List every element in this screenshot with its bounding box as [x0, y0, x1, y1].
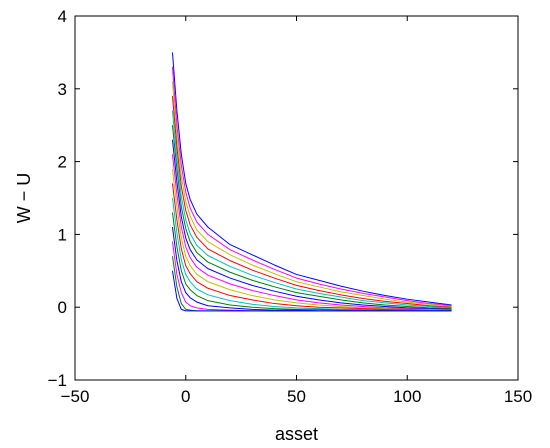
- series-line-1: [171, 52, 452, 306]
- x-tick-label: 150: [504, 387, 532, 406]
- series-layer: [171, 52, 452, 312]
- series-line-2: [171, 66, 452, 307]
- y-tick-label: 2: [58, 153, 67, 172]
- series-line-5: [171, 110, 452, 309]
- series-line-8: [171, 154, 452, 310]
- series-line-7: [171, 139, 452, 310]
- series-line-12: [171, 212, 452, 312]
- series-line-9: [171, 168, 452, 311]
- y-tick-label: 1: [58, 225, 67, 244]
- y-tick-label: 0: [58, 298, 67, 317]
- x-tick-label: 100: [393, 387, 421, 406]
- series-line-4: [171, 96, 452, 308]
- series-line-16: [171, 270, 452, 312]
- y-axis-label: W − U: [14, 173, 34, 224]
- x-tick-label: 0: [181, 387, 190, 406]
- y-tick-label: 3: [58, 80, 67, 99]
- series-line-10: [171, 183, 452, 311]
- series-line-6: [171, 125, 452, 310]
- tick-layer: −50 0 50 100 150 −1 0 1 2 3 4: [48, 7, 533, 406]
- x-tick-label: −50: [61, 387, 90, 406]
- series-line-3: [171, 81, 452, 307]
- x-tick-label: 50: [287, 387, 306, 406]
- y-tick-label: −1: [48, 371, 67, 390]
- y-tick-label: 4: [58, 7, 67, 26]
- x-axis-label: asset: [275, 424, 318, 444]
